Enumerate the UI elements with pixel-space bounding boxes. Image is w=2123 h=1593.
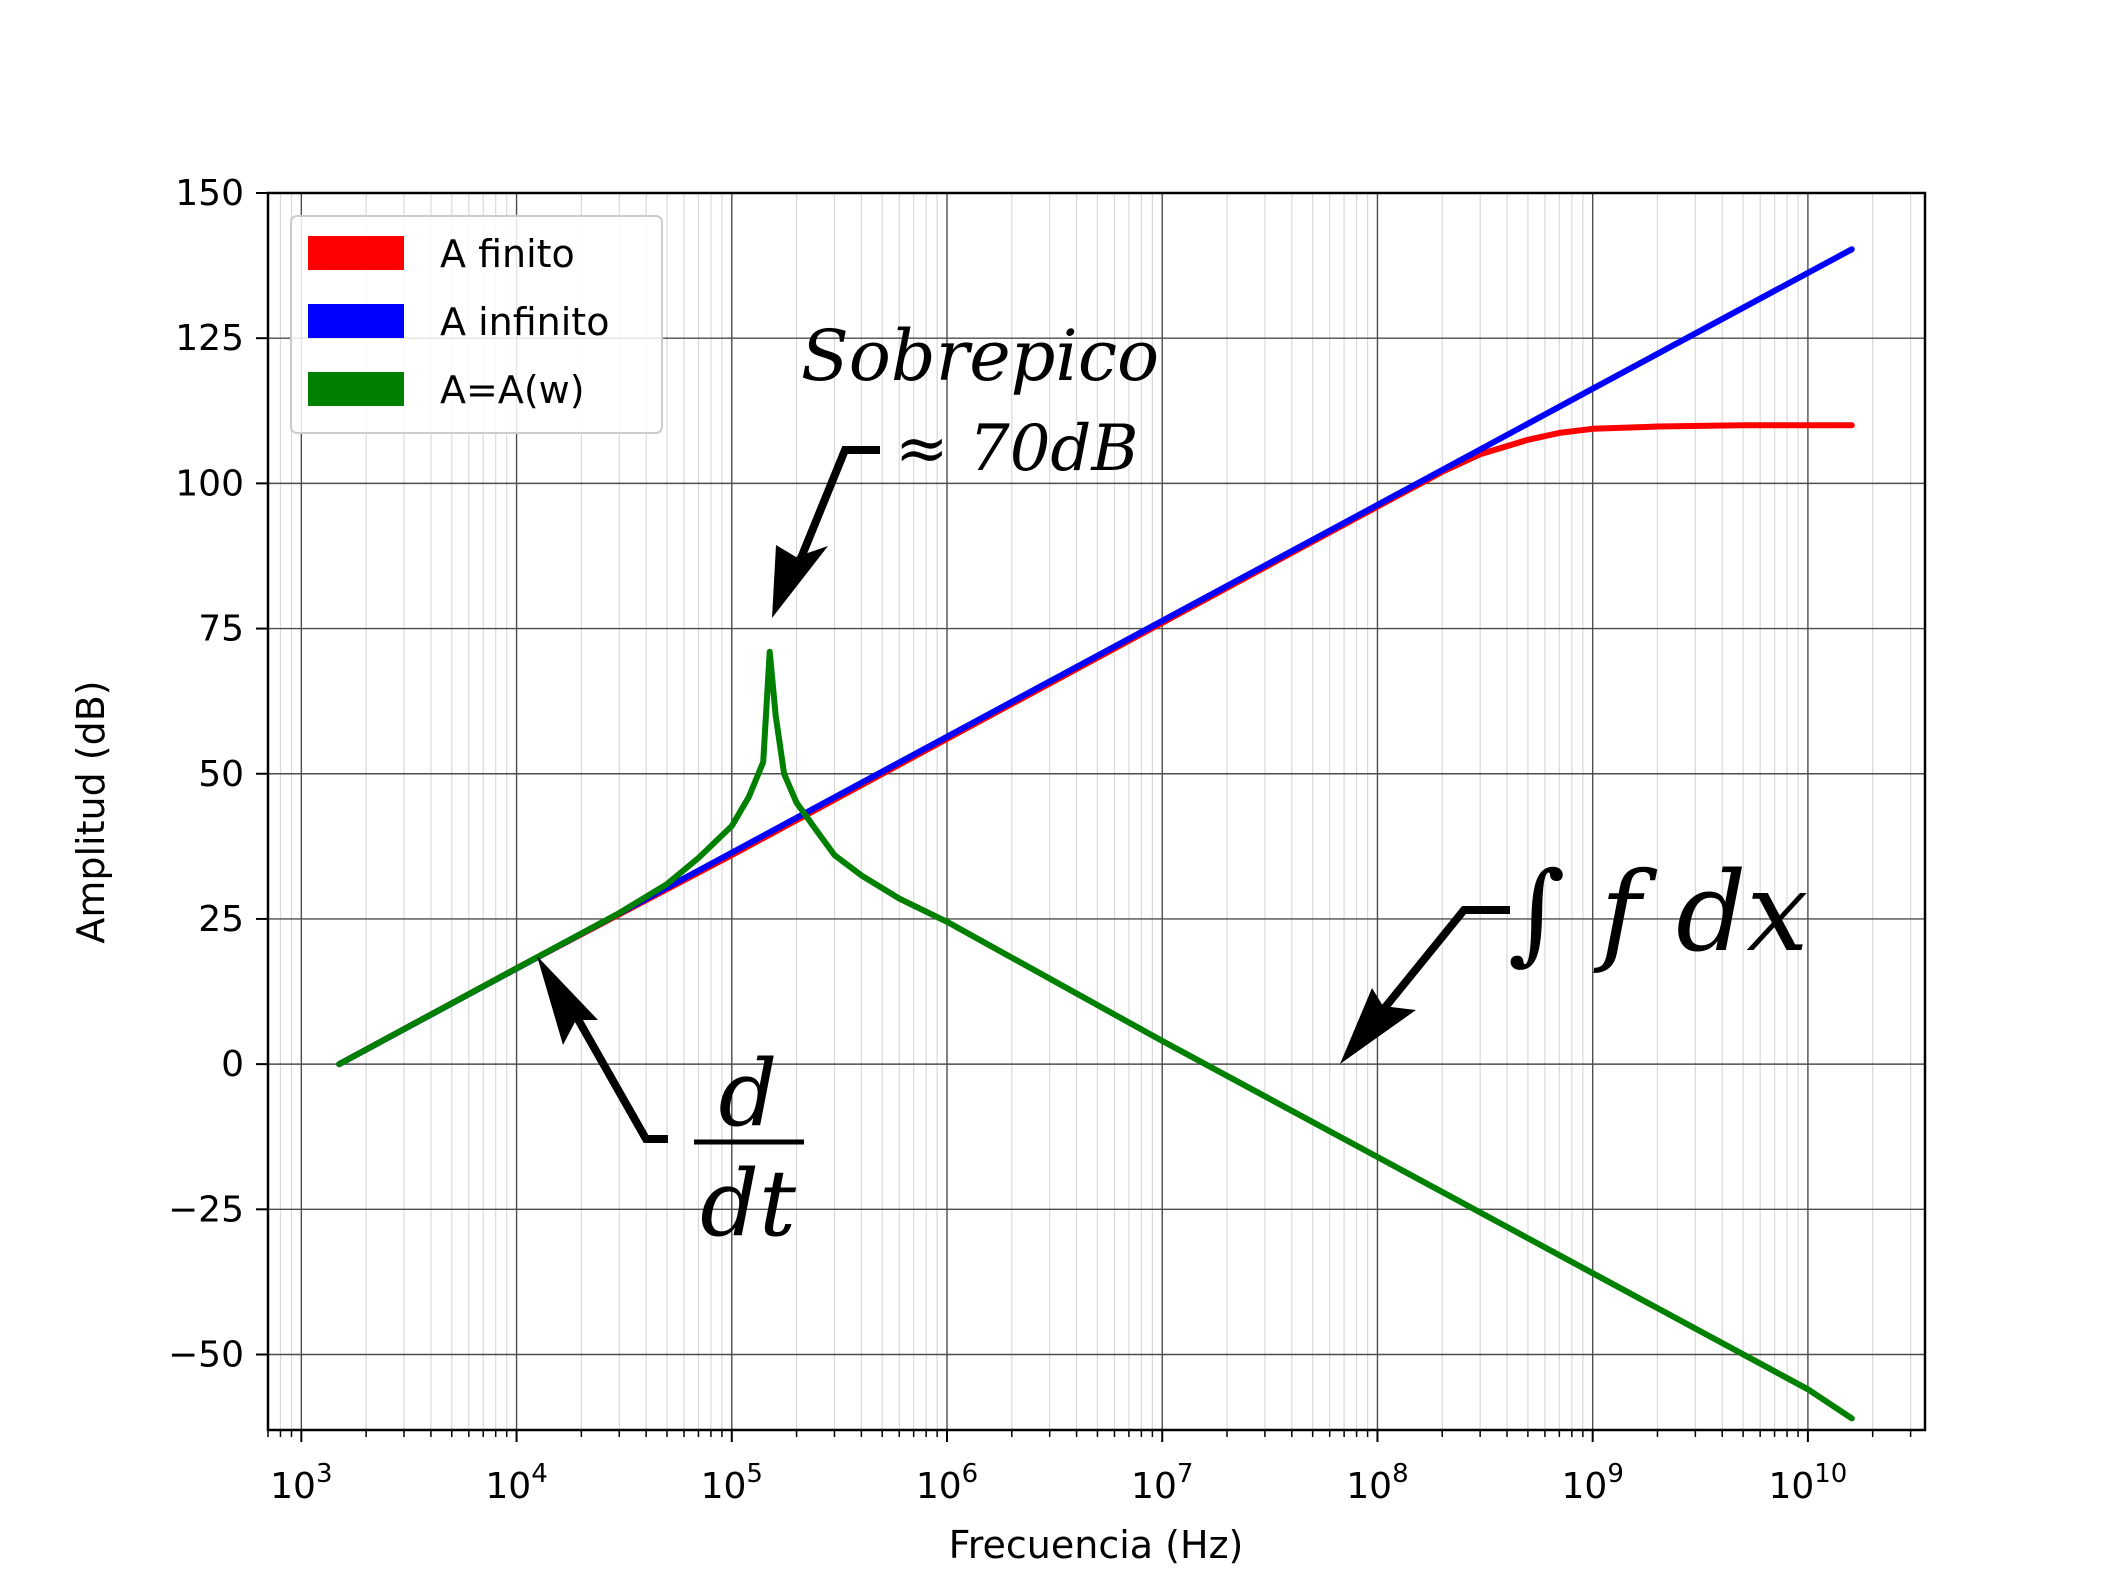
- legend-label-a-infinito: A infinito: [440, 300, 609, 344]
- x-tick-label: 104: [485, 1459, 547, 1507]
- x-tick-label: 108: [1346, 1459, 1408, 1507]
- y-axis-title: Amplitud (dB): [69, 680, 113, 943]
- x-tick-label: 109: [1562, 1459, 1624, 1507]
- sobrepico-arrowhead: [772, 545, 828, 618]
- x-tick-label: 107: [1131, 1459, 1193, 1507]
- legend: A finito A infinito A=A(w): [290, 215, 663, 434]
- legend-label-a-finito: A finito: [440, 232, 575, 276]
- y-tick-label: −25: [168, 1189, 244, 1230]
- y-tick-label: 125: [175, 318, 244, 359]
- derivative-arrow: [563, 998, 668, 1143]
- sobrepico-arrow: [784, 446, 880, 592]
- derivative-arrowhead: [537, 956, 598, 1045]
- x-axis-title: Frecuencia (Hz): [949, 1523, 1244, 1567]
- x-tick-label: 1010: [1768, 1459, 1847, 1507]
- integral-label: ∫ f dx: [1508, 848, 1808, 976]
- plot-frame: [266, 191, 1927, 1432]
- annotation-sobrepico: Sobrepico ≈ 70dB: [772, 315, 1159, 618]
- derivative-numerator: d: [719, 1040, 778, 1147]
- y-ticks: −50 −25 0 25 50 75 100 125 150: [168, 173, 268, 1376]
- y-tick-label: 50: [198, 754, 244, 795]
- derivative-denominator: dt: [700, 1150, 797, 1257]
- legend-swatch-a-infinito: [308, 304, 404, 338]
- series-line-a-infinito: [336, 246, 1855, 1068]
- y-tick-label: −50: [168, 1335, 244, 1376]
- y-tick-label: 150: [175, 173, 244, 214]
- y-tick-label: 25: [198, 899, 244, 940]
- x-ticks: 103 104 105 106 107 108 109 1010: [267, 1430, 1912, 1507]
- x-tick-label: 106: [916, 1459, 978, 1507]
- annotation-derivative: d dt: [537, 956, 804, 1257]
- series-layer: [336, 246, 1855, 1422]
- legend-swatch-a-w: [308, 372, 404, 406]
- annotation-integral: ∫ f dx: [1340, 848, 1808, 1064]
- y-tick-label: 75: [198, 609, 244, 650]
- integral-arrowhead: [1340, 988, 1416, 1064]
- legend-label-a-w: A=A(w): [440, 368, 585, 412]
- y-tick-label: 100: [175, 463, 244, 504]
- sobrepico-label: Sobrepico: [801, 315, 1159, 397]
- x-tick-label: 103: [270, 1459, 332, 1507]
- sobrepico-value-label: ≈ 70dB: [895, 412, 1138, 486]
- y-tick-label: 0: [221, 1044, 244, 1085]
- x-tick-label: 105: [701, 1459, 763, 1507]
- series-line-a-a-w-: [336, 648, 1855, 1422]
- integral-arrow: [1366, 906, 1510, 1029]
- legend-swatch-a-finito: [308, 236, 404, 270]
